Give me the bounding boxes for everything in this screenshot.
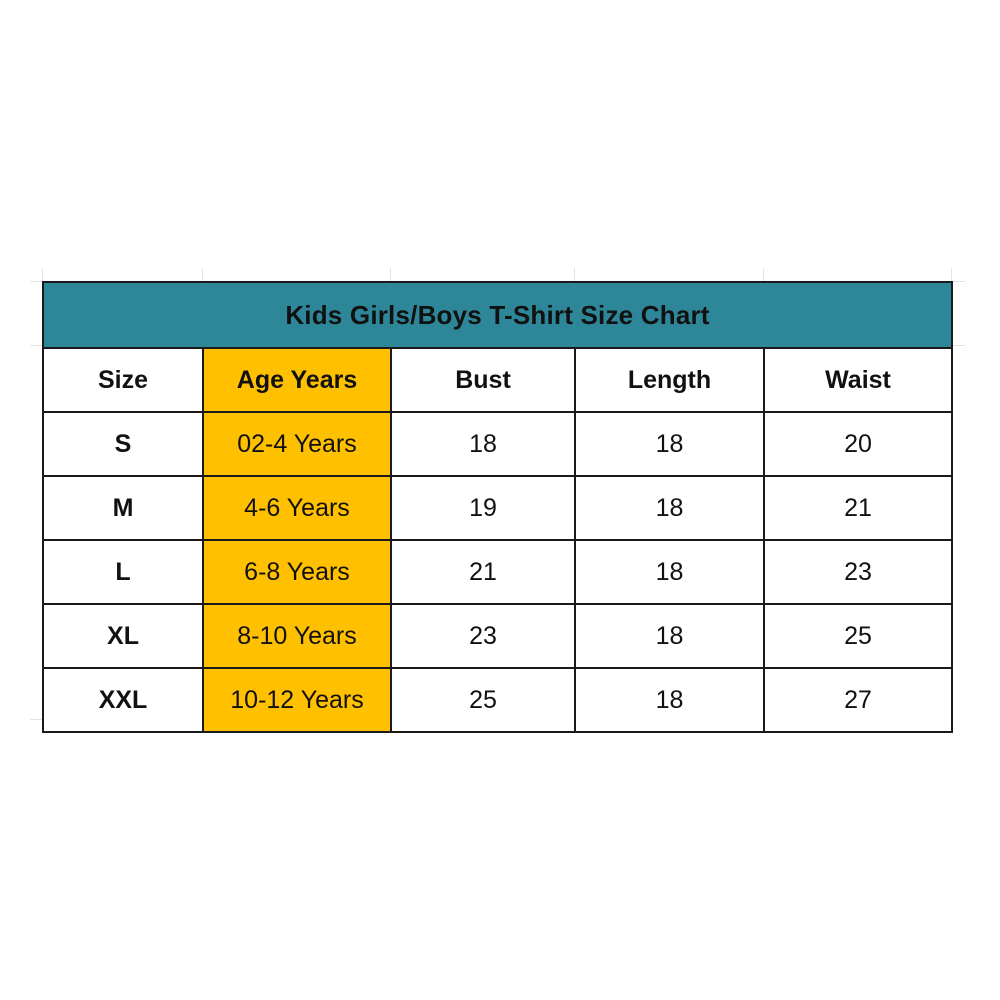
cell-bust: 18: [390, 411, 576, 477]
cell-bust: 21: [390, 539, 576, 605]
cell-age: 8-10 Years: [202, 603, 392, 669]
column-header-length: Length: [574, 347, 765, 413]
chart-title: Kids Girls/Boys T-Shirt Size Chart: [41, 281, 954, 349]
cell-size: S: [42, 411, 204, 477]
cell-length: 18: [574, 411, 765, 477]
cell-age: 4-6 Years: [202, 475, 392, 541]
cell-length: 18: [574, 667, 765, 733]
table-row: XXL 10-12 Years 25 18 27: [42, 667, 954, 733]
table-row: M 4-6 Years 19 18 21: [42, 475, 954, 541]
cell-size: XXL: [42, 667, 204, 733]
cell-waist: 25: [762, 603, 954, 669]
table-header-row: Size Age Years Bust Length Waist: [42, 347, 954, 413]
cell-waist: 23: [762, 539, 954, 605]
cell-waist: 20: [762, 411, 954, 477]
cell-bust: 25: [390, 667, 576, 733]
column-header-bust: Bust: [390, 347, 576, 413]
cell-age: 6-8 Years: [202, 539, 392, 605]
column-header-waist: Waist: [762, 347, 954, 413]
cell-length: 18: [574, 475, 765, 541]
cell-bust: 19: [390, 475, 576, 541]
cell-age: 02-4 Years: [202, 411, 392, 477]
cell-length: 18: [574, 539, 765, 605]
cell-length: 18: [574, 603, 765, 669]
cell-size: L: [42, 539, 204, 605]
cell-age: 10-12 Years: [202, 667, 392, 733]
column-header-age-years: Age Years: [202, 347, 392, 413]
size-chart-table: Kids Girls/Boys T-Shirt Size Chart Size …: [41, 281, 954, 733]
cell-size: XL: [42, 603, 204, 669]
table-row: S 02-4 Years 18 18 20: [42, 411, 954, 477]
table-row: L 6-8 Years 21 18 23: [42, 539, 954, 605]
column-header-size: Size: [42, 347, 204, 413]
chart-title-row: Kids Girls/Boys T-Shirt Size Chart: [41, 281, 954, 349]
cell-waist: 21: [762, 475, 954, 541]
cell-bust: 23: [390, 603, 576, 669]
cell-size: M: [42, 475, 204, 541]
table-row: XL 8-10 Years 23 18 25: [42, 603, 954, 669]
cell-waist: 27: [762, 667, 954, 733]
